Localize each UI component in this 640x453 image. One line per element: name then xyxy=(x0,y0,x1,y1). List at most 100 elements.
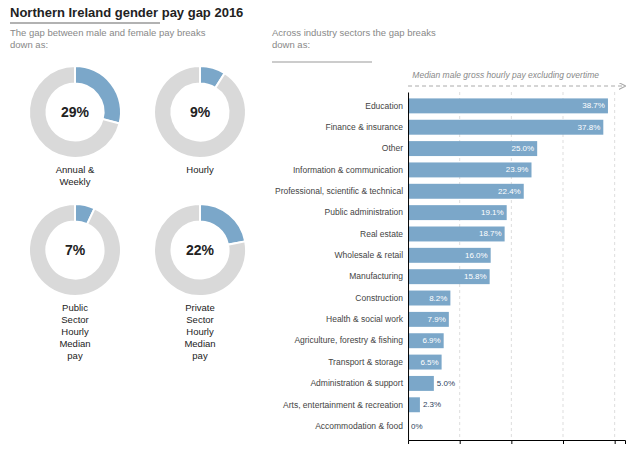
donut: 22% xyxy=(154,204,246,296)
text-line: Median xyxy=(184,338,215,349)
x-tick-mark xyxy=(563,440,564,444)
text-line: Hourly xyxy=(186,164,214,175)
y-tick-label: Wholesale & retail xyxy=(335,250,404,260)
donut-label: Annual &Weekly xyxy=(56,164,95,187)
y-tick: Public administration xyxy=(325,207,408,217)
grid-line xyxy=(563,92,564,440)
y-tick: Transport & storage xyxy=(328,357,408,367)
bar xyxy=(408,162,531,177)
text-line: pay xyxy=(67,350,83,361)
text-line: The gap between male and female pay brea… xyxy=(10,27,206,38)
data-label: 6.5% xyxy=(420,358,438,367)
donut-label: Hourly xyxy=(186,164,214,175)
text-line: Public xyxy=(62,302,88,313)
x-tick-mark xyxy=(615,440,616,444)
x-axis xyxy=(409,440,626,444)
annotation: Median male gross hourly pay excluding o… xyxy=(412,70,599,80)
y-tick-label: Education xyxy=(365,101,403,111)
y-tick: Professional, scientific & technical xyxy=(275,186,408,196)
data-label: 9% xyxy=(190,104,211,120)
y-tick: Manufacturing xyxy=(349,271,408,281)
data-label: 19.1% xyxy=(481,208,504,217)
x-tick-mark xyxy=(460,440,461,444)
x-tick xyxy=(615,440,616,444)
text-line: Across industry sectors the gap breaks xyxy=(272,27,436,38)
text-line: Hourly xyxy=(186,326,214,337)
bar xyxy=(408,312,449,327)
x-axis-line xyxy=(409,441,626,445)
annotation-arrow xyxy=(408,86,625,87)
data-label: 16.0% xyxy=(465,251,488,260)
donut-slice xyxy=(29,66,120,158)
x-tick xyxy=(460,440,461,444)
subtitle-underline xyxy=(272,62,372,63)
text-line: Sector xyxy=(186,314,213,325)
y-tick-label: Other xyxy=(382,143,403,153)
data-label: 22.4% xyxy=(498,187,521,196)
bar xyxy=(408,120,603,135)
text-line: down as: xyxy=(272,39,310,50)
text-line: Median xyxy=(59,338,90,349)
bar xyxy=(408,376,434,391)
y-tick: Construction xyxy=(355,293,408,303)
donut-slice xyxy=(154,204,246,296)
subtitle: The gap between male and female pay brea… xyxy=(10,27,206,50)
data-label: 2.3% xyxy=(423,400,441,409)
bar xyxy=(408,141,537,156)
donut-slice xyxy=(200,204,245,245)
y-tick-label: Transport & storage xyxy=(328,357,403,367)
y-tick-label: Information & communication xyxy=(293,165,403,175)
bar xyxy=(408,205,507,220)
y-axis-line xyxy=(408,93,409,441)
chart: Northern Ireland gender pay gap 2016The … xyxy=(0,0,640,453)
text-line: Private xyxy=(185,302,215,313)
data-label: 6.9% xyxy=(422,336,440,345)
y-tick-label: Administration & support xyxy=(310,378,403,388)
grid-line xyxy=(614,92,615,440)
y-tick: Real estate xyxy=(360,229,408,239)
title-underline xyxy=(10,22,160,24)
text-line: down as: xyxy=(10,39,48,50)
data-labels: 38.7%37.8%25.0%23.9%22.4%19.1%18.7%16.0%… xyxy=(411,101,605,430)
subtitle: Across industry sectors the gap breaksdo… xyxy=(272,27,436,50)
text-line: pay xyxy=(192,350,208,361)
donut: 29% xyxy=(29,66,121,158)
data-label: 15.8% xyxy=(464,272,487,281)
y-tick: Accommodation & food xyxy=(315,421,408,431)
data-label: 38.7% xyxy=(582,101,605,110)
bar xyxy=(408,333,444,348)
x-tick xyxy=(563,440,564,444)
y-tick-label: Arts, entertainment & recreation xyxy=(283,399,403,409)
x-tick xyxy=(511,440,512,444)
data-label: 37.8% xyxy=(578,123,601,132)
data-label: 18.7% xyxy=(479,229,502,238)
y-tick: Arts, entertainment & recreation xyxy=(283,399,408,409)
y-tick: Other xyxy=(382,143,408,153)
bar xyxy=(408,397,420,412)
y-tick: Education xyxy=(365,101,408,111)
donut-slice xyxy=(29,204,121,296)
data-label: 8.2% xyxy=(429,294,447,303)
bar xyxy=(408,291,450,306)
data-label: 23.9% xyxy=(506,165,529,174)
donut-label: PublicSectorHourlyMedianpay xyxy=(59,302,90,361)
bar xyxy=(408,98,608,113)
bar xyxy=(408,227,505,242)
data-label: 0% xyxy=(411,422,423,431)
y-tick: Information & communication xyxy=(293,165,408,175)
y-tick-label: Professional, scientific & technical xyxy=(275,186,403,196)
y-tick: Agriculture, forestry & fishing xyxy=(294,335,408,345)
donut-label: PrivateSectorHourlyMedianpay xyxy=(184,302,215,361)
text-line: Hourly xyxy=(61,326,89,337)
data-label: 29% xyxy=(61,104,90,120)
bar xyxy=(408,184,524,199)
y-tick: Finance & insurance xyxy=(326,122,409,132)
y-axis: Education Finance & insurance Other Informa… xyxy=(275,93,409,441)
data-label: 5.0% xyxy=(437,379,455,388)
data-label: 7% xyxy=(65,242,86,258)
donut-slice xyxy=(154,66,246,158)
y-tick-label: Public administration xyxy=(325,207,404,217)
y-tick: Administration & support xyxy=(310,378,408,388)
y-tick-label: Accommodation & food xyxy=(315,421,403,431)
y-tick-label: Health & social work xyxy=(326,314,404,324)
